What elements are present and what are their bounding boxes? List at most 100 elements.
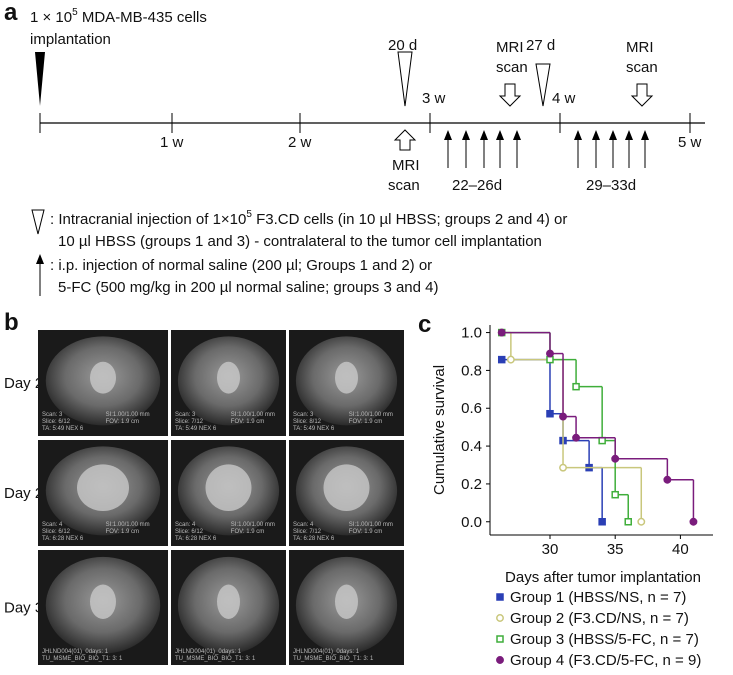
mri-arrow	[393, 129, 417, 151]
survival-point	[497, 355, 506, 364]
survival-point	[559, 412, 567, 421]
survival-point	[546, 355, 554, 364]
image-caption: Scan: 3	[42, 412, 63, 418]
mri-tumor	[90, 361, 116, 394]
y-axis-label: Cumulative survival	[431, 365, 448, 495]
t: MDA-MB-435 cells	[78, 9, 207, 26]
image-caption: TA: 5:49 NEX 6	[175, 426, 217, 432]
y-tick-label: 0.6	[461, 400, 482, 417]
image-caption: JHLND004(01)_0days: 1	[293, 649, 360, 655]
image-caption: Scan: 4	[293, 522, 314, 528]
mri-label: scan	[496, 59, 528, 76]
image-caption: Slice: 7/12	[293, 529, 322, 535]
image-caption: TA: 5:49 NEX 6	[42, 426, 84, 432]
image-caption: TA: 5:49 NEX 6	[293, 426, 335, 432]
survival-point	[689, 517, 698, 526]
panel-c: c Days after tumor implantation Cumulati…	[418, 311, 713, 669]
mri-tumor	[217, 584, 240, 619]
mri-tumor	[90, 584, 116, 619]
legend-text: : i.p. injection of normal saline (200 µ…	[50, 257, 432, 274]
survival-point	[637, 517, 646, 526]
image-caption: Slice: 7/12	[175, 419, 204, 425]
t: : Intracranial injection of 1×10	[50, 211, 246, 228]
image-caption: JHLND004(01)_0days: 1	[175, 649, 242, 655]
survival-point	[546, 409, 554, 418]
survival-point	[572, 433, 581, 442]
y-tick-label: 0.4	[461, 438, 482, 455]
image-caption: FOV: 1.9 cm	[349, 419, 382, 425]
injection-label: 20 d	[388, 37, 417, 54]
panel-letter: a	[4, 0, 18, 26]
mri-tumor	[323, 464, 370, 512]
legend-text: 5-FC (500 mg/kg in 200 µl normal saline;…	[58, 279, 439, 296]
sup: 5	[72, 7, 78, 18]
legend-label: Group 1 (HBSS/NS, n = 7)	[510, 589, 686, 606]
image-caption: TU_MSME_BIO_BIO_T1: 3: 1	[42, 656, 123, 662]
panel-a: a 1 × 105 MDA-MB-435 cells implantation …	[4, 0, 705, 296]
week-label: 2 w	[288, 134, 312, 151]
image-caption: TA: 6:28 NEX 6	[293, 536, 335, 542]
week-label: 1 w	[160, 134, 184, 151]
image-caption: FOV: 1.9 cm	[349, 529, 382, 535]
mri-tumor	[335, 361, 358, 394]
survival-point	[598, 518, 606, 526]
image-caption: SI:1.00/1.00 mm	[231, 522, 275, 528]
legend-label: Group 3 (HBSS/5-FC, n = 7)	[510, 631, 699, 648]
implant-marker	[35, 52, 45, 106]
survival-point	[506, 355, 515, 364]
legend-text: : Intracranial injection of 1×105 F3.CD …	[50, 209, 567, 228]
legend-text: 10 µl HBSS (groups 1 and 3) - contralate…	[58, 233, 542, 250]
survival-point	[663, 475, 672, 484]
legend-injection-icon	[31, 209, 45, 235]
y-tick-label: 0.0	[461, 514, 482, 531]
image-caption: SI:1.00/1.00 mm	[106, 412, 150, 418]
x-tick-label: 40	[672, 541, 689, 558]
x-tick-label: 35	[607, 541, 624, 558]
image-caption: JHLND004(01)_0days: 1	[42, 649, 109, 655]
survival-point	[624, 518, 632, 526]
panel-letter: c	[418, 311, 431, 338]
y-tick-label: 1.0	[461, 325, 482, 342]
week-label: 5 w	[678, 134, 702, 151]
mri-label: scan	[626, 59, 658, 76]
x-axis-label: Days after tumor implantation	[505, 569, 701, 586]
image-caption: SI:1.00/1.00 mm	[231, 412, 275, 418]
mri-tumor	[217, 361, 240, 394]
image-caption: TA: 6:28 NEX 6	[175, 536, 217, 542]
mri-label: MRI	[392, 157, 420, 174]
saline-arrow	[496, 130, 504, 140]
mri-label: MRI	[496, 39, 524, 56]
saline-arrow	[480, 130, 488, 140]
mri-arrow	[630, 83, 654, 107]
legend-marker	[496, 593, 504, 601]
image-caption: FOV: 1.9 cm	[231, 529, 264, 535]
mri-tumor	[77, 464, 129, 512]
legend-marker	[496, 614, 504, 622]
x-tick-label: 30	[542, 541, 559, 558]
image-caption: Scan: 3	[293, 412, 314, 418]
saline-arrow	[592, 130, 600, 140]
image-caption: FOV: 1.9 cm	[231, 419, 264, 425]
injection-marker	[535, 63, 551, 107]
mri-arrow	[498, 83, 522, 107]
panel-letter: b	[4, 309, 19, 336]
survival-point	[611, 454, 620, 463]
saline-label: 29–33d	[586, 177, 636, 194]
survival-point	[572, 382, 580, 391]
mri-tumor	[335, 584, 358, 619]
survival-point	[546, 349, 554, 358]
t: 1 × 10	[30, 9, 72, 26]
sup: 5	[246, 209, 252, 220]
saline-arrow	[574, 130, 582, 140]
legend-marker	[496, 635, 504, 643]
image-caption: SI:1.00/1.00 mm	[106, 522, 150, 528]
legend-marker	[496, 656, 504, 664]
saline-arrow	[609, 130, 617, 140]
legend-label: Group 4 (F3.CD/5-FC, n = 9)	[510, 652, 701, 669]
image-caption: Scan: 4	[175, 522, 196, 528]
image-caption: FOV: 1.9 cm	[106, 529, 139, 535]
week-label: 4 w	[552, 90, 576, 107]
survival-point	[611, 490, 619, 499]
